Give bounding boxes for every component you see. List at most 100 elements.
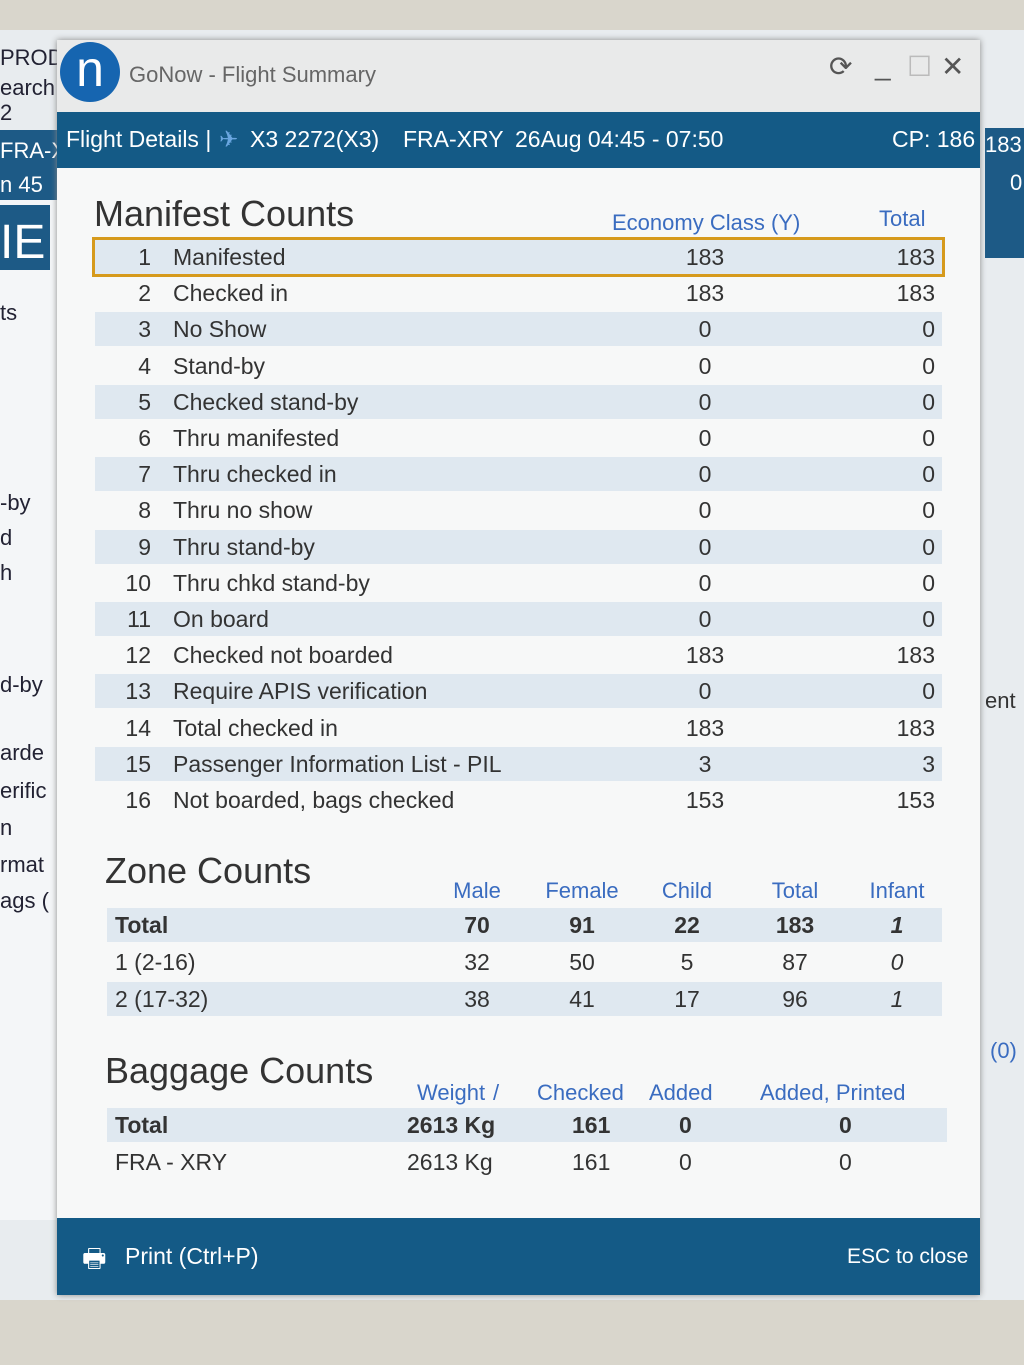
zone-value: 50 [569, 949, 595, 975]
zone-value: 41 [569, 986, 595, 1012]
background-left-block [0, 205, 50, 270]
economy-value: 0 [698, 461, 712, 488]
printer-icon[interactable]: 🖶 [82, 1243, 107, 1273]
zone-value: 91 [569, 912, 595, 938]
background-fragment: rmat [0, 852, 44, 877]
background-fragment: n 45 [0, 172, 43, 197]
total-value: 0 [922, 678, 935, 705]
row-label: Passenger Information List - PIL [173, 750, 502, 777]
minimize-icon[interactable]: _ [875, 50, 891, 81]
total-value: 0 [922, 352, 935, 379]
economy-value: 183 [685, 280, 725, 307]
zone-value: 0 [890, 949, 904, 975]
background-fragment: arde [0, 740, 45, 765]
row-number: 11 [127, 606, 151, 632]
background-fragment: earch [0, 75, 56, 100]
print-button[interactable]: Print (Ctrl+P) [125, 1243, 259, 1269]
total-value: 0 [922, 497, 935, 524]
row-label: Not boarded, bags checked [173, 787, 455, 813]
economy-value: 183 [685, 642, 725, 669]
zone-col-header: Infant [869, 878, 925, 903]
row-number: 8 [138, 497, 151, 524]
total-value: 0 [922, 461, 935, 488]
background-left-header [0, 130, 57, 200]
row-label: Stand-by [173, 352, 266, 379]
baggage-col-header: Added [649, 1080, 713, 1105]
row-number: 3 [138, 316, 151, 343]
manifest-row: 15 Passenger Information List - PIL 3 3 [95, 746, 942, 781]
manifest-row: 10 Thru chkd stand-by 0 0 [95, 566, 942, 600]
zone-value: 1 [890, 912, 904, 938]
zone-col-header: Total [771, 878, 819, 903]
col-total: Total [879, 206, 926, 231]
manifest-row: 14 Total checked in 183 183 [95, 711, 942, 745]
background-right-block [985, 128, 1024, 258]
zone-value: 22 [674, 912, 700, 938]
background-fragment: 183 [985, 132, 1022, 157]
row-label: Checked stand-by [173, 388, 359, 415]
total-value: 0 [922, 388, 935, 415]
row-label: Thru checked in [173, 461, 337, 488]
baggage-value: 161 [572, 1112, 611, 1138]
baggage-col-header: / [493, 1080, 500, 1105]
economy-value: 3 [698, 750, 712, 777]
zone-value: 1 [890, 986, 904, 1012]
title-bar[interactable]: n GoNow - Flight Summary ⟳ _ ☐ ✕ [57, 40, 980, 112]
manifest-row: 3 No Show 0 0 [95, 312, 942, 347]
zone-row: Total 70 91 22 183 1 [107, 908, 942, 942]
economy-value: 0 [698, 497, 712, 524]
zone-row: 2 (17-32) 38 41 17 96 1 [107, 982, 942, 1016]
manifest-row: 9 Thru stand-by 0 0 [95, 529, 942, 564]
row-number: 5 [138, 388, 151, 415]
baggage-value: 0 [839, 1112, 852, 1138]
maximize-icon[interactable]: ☐ [907, 51, 933, 82]
total-value: 0 [922, 316, 935, 343]
footer-bar: 🖶 Print (Ctrl+P) ESC to close [57, 1218, 980, 1295]
row-label: Thru no show [173, 497, 313, 524]
total-value: 153 [896, 787, 935, 813]
total-value: 183 [896, 714, 935, 741]
esc-close-hint[interactable]: ESC to close [847, 1245, 969, 1268]
background-fragment: erific [0, 778, 47, 803]
manifest-row: 16 Not boarded, bags checked 153 153 [95, 783, 942, 817]
zone-value: 70 [464, 912, 490, 938]
total-value: 183 [896, 642, 935, 669]
total-value: 183 [896, 280, 935, 307]
background-fragment: 2 [0, 100, 13, 125]
row-number: 13 [125, 678, 151, 705]
zone-label: 2 (17-32) [115, 986, 209, 1012]
row-number: 10 [125, 569, 151, 596]
row-label: Thru manifested [173, 425, 340, 451]
row-label: No Show [173, 316, 267, 343]
zone-value: 17 [674, 986, 700, 1012]
economy-value: 0 [698, 316, 712, 343]
background-fragment: (0) [990, 1038, 1017, 1063]
row-label: On board [173, 606, 269, 632]
zone-label: Total [115, 912, 169, 938]
baggage-label: Total [115, 1112, 169, 1138]
zone-value: 5 [680, 949, 694, 975]
airline-icon: ✈ [219, 126, 239, 152]
zone-value: 183 [775, 912, 815, 938]
row-label: Manifested [173, 244, 286, 270]
flight-details-header: Flight Details | ✈ X3 2272(X3) FRA-XRY 2… [57, 112, 980, 168]
row-label: Total checked in [173, 714, 338, 741]
flight-summary-window: n GoNow - Flight Summary ⟳ _ ☐ ✕ Flight … [57, 40, 980, 1295]
row-label: Thru chkd stand-by [173, 569, 370, 596]
baggage-label: FRA - XRY [115, 1149, 228, 1175]
refresh-icon[interactable]: ⟳ [829, 51, 853, 82]
economy-value: 153 [685, 787, 725, 813]
zone-title: Zone Counts [105, 850, 312, 891]
zone-col-header: Child [661, 878, 713, 903]
total-value: 0 [922, 425, 935, 451]
zone-value: 96 [782, 986, 808, 1012]
manifest-row: 4 Stand-by 0 0 [95, 349, 942, 383]
economy-value: 0 [698, 425, 712, 451]
route: FRA-XRY [403, 126, 504, 152]
total-value: 3 [922, 750, 935, 777]
gonow-logo: n [60, 42, 120, 102]
row-number: 1 [138, 244, 151, 270]
manifest-row: 2 Checked in 183 183 [95, 276, 942, 310]
close-icon[interactable]: ✕ [941, 51, 965, 82]
row-number: 9 [138, 533, 151, 560]
